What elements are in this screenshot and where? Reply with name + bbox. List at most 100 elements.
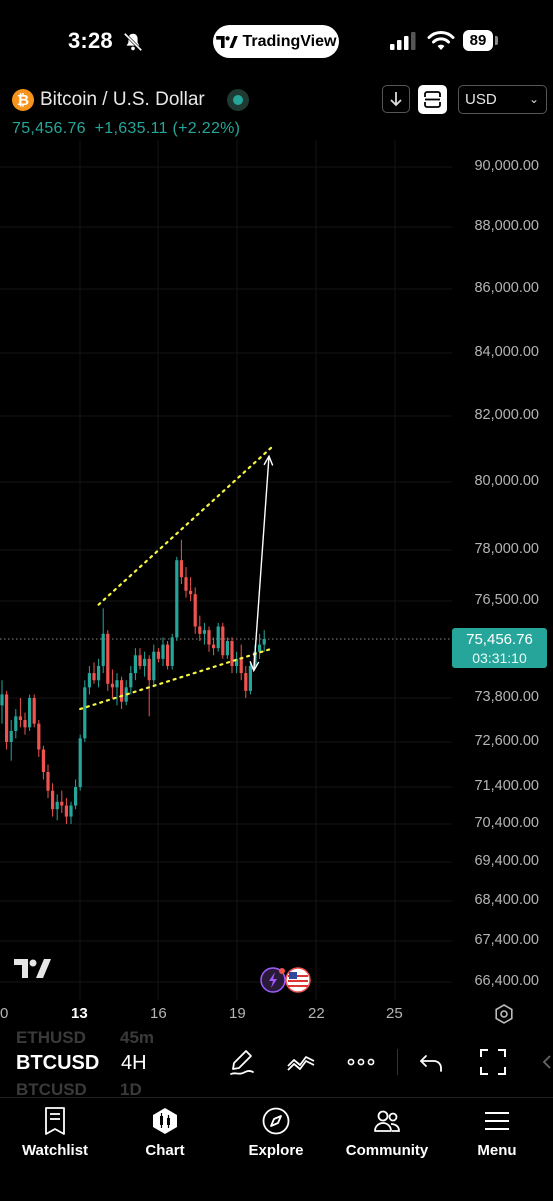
candle-body xyxy=(156,651,160,659)
candle-body xyxy=(55,801,59,810)
chevron-down-icon: ⌄ xyxy=(528,92,539,106)
chart-events[interactable] xyxy=(260,966,312,994)
candle-body xyxy=(184,577,188,591)
candle xyxy=(230,637,234,674)
nav-watchlist[interactable]: Watchlist xyxy=(0,1106,110,1159)
candle xyxy=(138,648,142,670)
price-chart[interactable] xyxy=(0,140,553,1000)
candle xyxy=(101,608,105,674)
arrow-shaft xyxy=(253,456,270,671)
fullscreen-button[interactable] xyxy=(418,85,447,114)
price-axis-label: 86,000.00 xyxy=(474,280,539,296)
candle xyxy=(147,655,151,717)
candle xyxy=(92,662,96,684)
candle-body xyxy=(92,673,96,681)
candle xyxy=(120,676,124,709)
axis-settings-icon[interactable] xyxy=(493,1003,515,1025)
last-price-badge-value: 75,456.76 xyxy=(466,631,533,648)
symbol-title[interactable]: Bitcoin / U.S. Dollar xyxy=(40,89,205,110)
candle-body xyxy=(5,694,9,742)
interval-picker-prev[interactable]: 45m xyxy=(120,1028,155,1047)
price-change-percent: (+2.22%) xyxy=(172,120,241,137)
nav-explore-label: Explore xyxy=(248,1142,304,1159)
drawings-layer[interactable] xyxy=(79,444,275,711)
candle-body xyxy=(189,590,193,595)
indicators-icon[interactable] xyxy=(286,1047,316,1077)
candle xyxy=(133,648,137,681)
arrow-head xyxy=(263,454,274,466)
candle xyxy=(248,662,252,695)
candle-body xyxy=(133,655,137,674)
currency-value: USD xyxy=(465,91,497,108)
candle-body xyxy=(161,644,165,659)
last-price-badge: 75,456.76 03:31:10 xyxy=(452,628,547,668)
candle-body xyxy=(193,594,197,627)
candle xyxy=(262,630,266,652)
candle-body xyxy=(9,731,13,742)
lower-trendline[interactable] xyxy=(79,647,275,711)
nav-explore[interactable]: Explore xyxy=(221,1106,331,1159)
interval-selector[interactable]: 4H xyxy=(121,1052,147,1075)
candle-body xyxy=(202,630,206,634)
more-options-icon[interactable] xyxy=(346,1047,376,1077)
candle xyxy=(41,745,45,780)
symbol-selector[interactable]: BTCUSD xyxy=(16,1052,100,1075)
price-axis-label: 90,000.00 xyxy=(474,158,539,174)
price-axis-label: 67,400.00 xyxy=(474,932,539,948)
tradingview-pill[interactable]: TradingView xyxy=(213,25,339,58)
candle xyxy=(5,690,9,750)
candle-body xyxy=(216,626,220,649)
chart-icon xyxy=(153,1108,177,1134)
us-flag-event-icon[interactable] xyxy=(285,967,311,993)
price-axis-label: 73,800.00 xyxy=(474,689,539,705)
candle xyxy=(166,641,170,670)
date-axis-label: 16 xyxy=(150,1005,167,1022)
chevron-left-icon[interactable] xyxy=(540,1055,553,1069)
candles-layer xyxy=(0,539,266,824)
candle-body xyxy=(18,716,22,720)
symbol-picker-prev[interactable]: ETHUSD xyxy=(16,1028,86,1047)
expand-icon[interactable] xyxy=(478,1047,508,1077)
community-icon xyxy=(374,1110,400,1132)
tradingview-logo-icon xyxy=(215,35,238,48)
pen-icon[interactable] xyxy=(227,1047,257,1077)
candle xyxy=(46,764,50,799)
upper-trendline[interactable] xyxy=(97,444,275,606)
candle xyxy=(0,680,4,724)
symbol-picker-next[interactable]: BTCUSD xyxy=(16,1080,87,1099)
price-axis-label: 71,400.00 xyxy=(474,778,539,794)
candle-body xyxy=(51,790,55,810)
date-axis-label: 0 xyxy=(0,1005,9,1022)
nav-chart[interactable]: Chart xyxy=(110,1106,220,1159)
candle-body xyxy=(143,658,147,666)
price-axis-label: 82,000.00 xyxy=(474,407,539,423)
candle xyxy=(161,637,165,666)
toolbar-divider xyxy=(397,1049,398,1075)
candle xyxy=(32,694,36,728)
nav-community[interactable]: Community xyxy=(332,1106,442,1159)
candle xyxy=(156,648,160,663)
chart-grid xyxy=(0,140,452,1000)
candle-body xyxy=(32,698,36,724)
price-axis-label: 88,000.00 xyxy=(474,218,539,234)
candle-body xyxy=(239,658,243,674)
undo-icon[interactable] xyxy=(417,1047,447,1077)
measure-arrow[interactable] xyxy=(249,454,274,673)
download-button[interactable] xyxy=(382,85,410,113)
battery-tip xyxy=(495,36,498,45)
candle xyxy=(179,539,183,584)
nav-menu[interactable]: Menu xyxy=(442,1106,552,1159)
tradingview-label: TradingView xyxy=(242,32,337,50)
price-axis-label: 70,400.00 xyxy=(474,815,539,831)
candle xyxy=(193,587,197,634)
lightning-event-icon[interactable] xyxy=(260,967,286,993)
candle-body xyxy=(78,738,82,787)
currency-select[interactable]: USD ⌄ xyxy=(458,85,547,114)
candle-countdown: 03:31:10 xyxy=(472,650,527,666)
status-time: 3:28 xyxy=(68,28,113,53)
candle-body xyxy=(175,560,179,638)
candle-body xyxy=(225,641,229,656)
candle-body xyxy=(115,680,119,688)
interval-picker-next[interactable]: 1D xyxy=(120,1080,142,1099)
candle xyxy=(239,644,243,681)
